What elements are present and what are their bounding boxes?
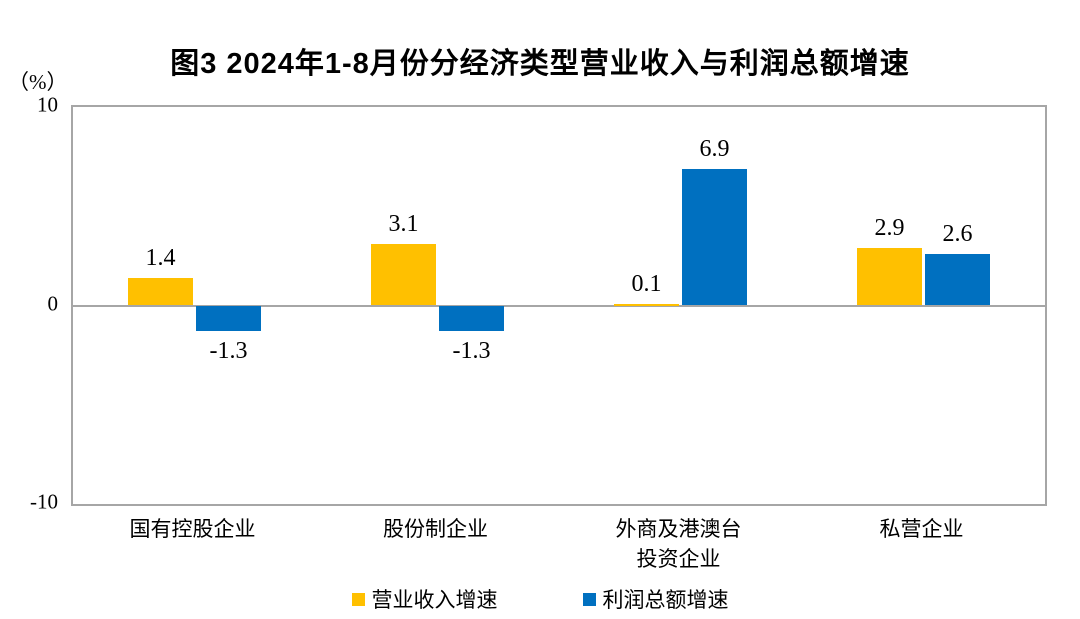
bar-series2-cat4 — [925, 253, 990, 306]
bar-series1-cat1 — [128, 277, 193, 306]
x-axis-category-label: 私营企业 — [879, 517, 964, 541]
plot-area: 1.4 3.1 0.1 2.9 -1.3 -1.3 6.9 2.6 — [71, 105, 1047, 506]
legend-item: 营业收入增速 — [351, 584, 498, 614]
y-axis-unit-label: （%） — [8, 70, 68, 94]
legend-label: 利润总额增速 — [602, 588, 729, 612]
y-axis-tick-label: 10 — [37, 92, 58, 117]
bar-series2-cat1 — [196, 305, 261, 332]
bar-value-label: 3.1 — [388, 210, 419, 237]
legend-label: 营业收入增速 — [371, 588, 498, 612]
zero-gridline — [73, 304, 1045, 307]
bar-value-label: -1.3 — [209, 338, 248, 365]
bar-series1-cat4 — [857, 247, 922, 306]
bar-value-label: 2.9 — [874, 214, 905, 241]
bar-value-label: 0.1 — [631, 270, 662, 297]
bar-value-label: 2.6 — [942, 220, 973, 247]
x-axis-category-label: 外商及港澳台 投资企业 — [615, 517, 742, 572]
bar-series1-cat2 — [371, 243, 436, 306]
bar-value-label: 1.4 — [145, 244, 176, 271]
bar-value-label: -1.3 — [452, 338, 491, 365]
y-axis-tick-label: -10 — [30, 489, 58, 514]
bar-series1-cat3 — [614, 303, 679, 306]
legend-swatch — [582, 592, 596, 606]
legend: 营业收入增速 利润总额增速 — [0, 584, 1080, 614]
x-axis-category-label: 股份制企业 — [383, 517, 488, 541]
x-axis-category-label: 国有控股企业 — [129, 517, 256, 541]
bar-series2-cat2 — [439, 305, 504, 332]
bar-value-label: 6.9 — [699, 135, 730, 162]
legend-item: 利润总额增速 — [582, 584, 729, 614]
bar-series2-cat3 — [682, 168, 747, 306]
legend-swatch — [351, 592, 365, 606]
chart-title: 图3 2024年1-8月份分经济类型营业收入与利润总额增速 — [170, 48, 910, 80]
y-axis-tick-label: 0 — [47, 291, 59, 315]
